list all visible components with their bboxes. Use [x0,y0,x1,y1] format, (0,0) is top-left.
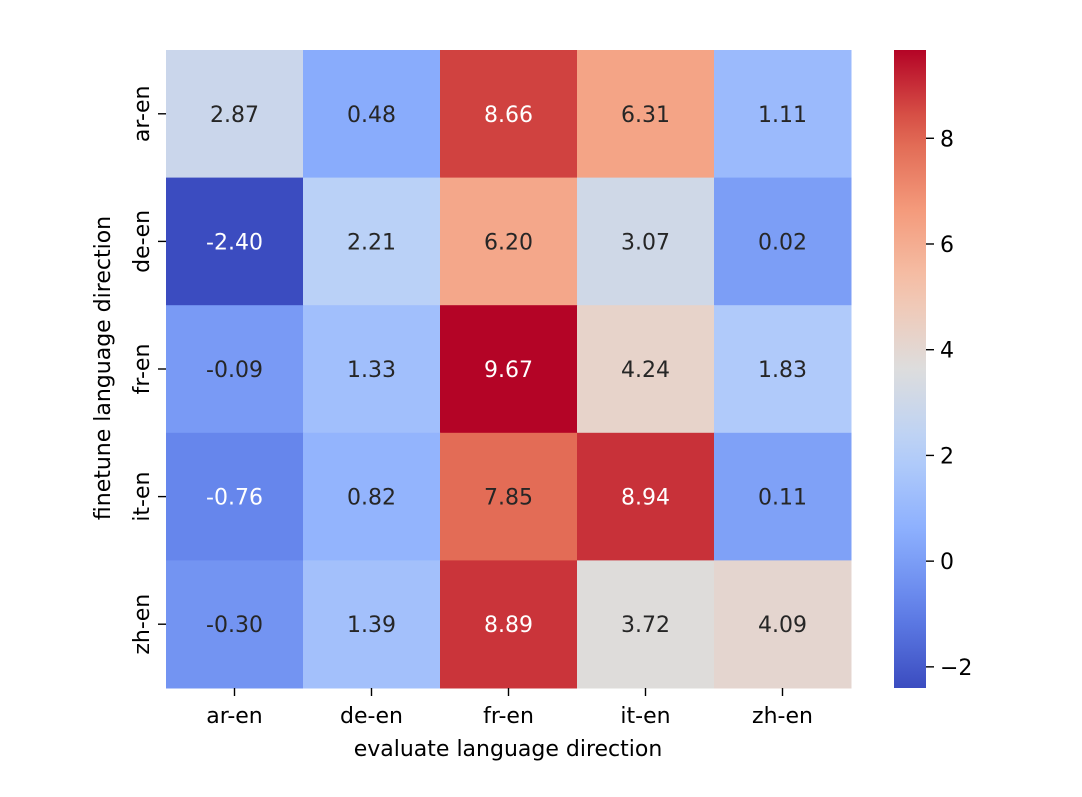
heatmap-cell [303,432,441,561]
y-tick-label: de-en [130,210,155,273]
cell-value-label: -0.09 [206,358,263,383]
y-axis-label: finetune language direction [91,216,116,520]
heatmap-cell [577,560,715,689]
cell-value-label: -2.40 [206,230,263,255]
cell-value-label: 8.94 [621,486,670,511]
heatmap-cell [440,560,578,689]
colorbar-tick-label: −2 [940,656,972,681]
cell-value-label: 0.82 [347,486,396,511]
colorbar-tick-label: 4 [940,339,954,364]
colorbar-tick-label: 2 [940,444,954,469]
heatmap-cell [714,432,852,561]
heatmap-cell [166,560,304,689]
heatmap-cell [577,177,715,306]
cell-value-label: 3.07 [621,230,670,255]
heatmap-cell [714,50,852,179]
x-tick-label: fr-en [483,704,534,729]
cell-value-label: 1.11 [758,103,807,128]
heatmap-cell [577,305,715,434]
colorbar-tick-label: 0 [940,550,954,575]
cell-value-label: 0.02 [758,230,807,255]
colorbar-tick-label: 8 [940,127,954,152]
colorbar: −2 0 2 4 6 8 [894,50,972,688]
heatmap-cell [714,560,852,689]
x-axis: ar-en de-en fr-en it-en zh-en [206,688,813,729]
heatmap-cell [714,177,852,306]
cell-value-label: 4.09 [758,613,807,638]
cell-value-label: 6.31 [621,103,670,128]
cell-value-label: 7.85 [484,486,533,511]
cell-value-label: 3.72 [621,613,670,638]
heatmap-cell [166,177,304,306]
y-tick-label: zh-en [130,594,155,655]
cell-value-label: 8.89 [484,613,533,638]
y-tick-label: it-en [130,472,155,522]
y-tick-label: ar-en [130,86,155,143]
x-tick-label: zh-en [752,704,813,729]
heatmap-cell [440,50,578,179]
heatmap-cell [577,432,715,561]
x-tick-label: de-en [340,704,403,729]
cell-value-label: 0.11 [758,486,807,511]
heatmap-cell [714,305,852,434]
heatmap-cell [440,177,578,306]
cell-value-label: 1.33 [347,358,396,383]
cell-value-label: 8.66 [484,103,533,128]
cell-value-label: -0.30 [206,613,263,638]
cell-value-label: 9.67 [484,358,533,383]
heatmap-cell [303,305,441,434]
heatmap-cell [303,560,441,689]
heatmap-cell [303,177,441,306]
cell-value-label: 6.20 [484,230,533,255]
colorbar-scale [894,50,926,688]
heatmap-cell [166,50,304,179]
cell-value-labels: 2.87 0.48 8.66 6.31 1.11 -2.40 2.21 6.20 3.07 0.0… [206,103,807,638]
colorbar-tick-label: 6 [940,233,954,258]
x-axis-label: evaluate language direction [354,737,663,762]
cell-value-label: 1.39 [347,613,396,638]
heatmap-cells [166,50,852,689]
y-tick-label: fr-en [130,344,155,395]
cell-value-label: 4.24 [621,358,670,383]
heatmap-cell [166,305,304,434]
heatmap-cell [166,432,304,561]
x-tick-label: ar-en [206,704,263,729]
heatmap-cell [577,50,715,179]
cell-value-label: 0.48 [347,103,396,128]
x-tick-label: it-en [620,704,670,729]
heatmap-cell [303,50,441,179]
cell-value-label: 1.83 [758,358,807,383]
cell-value-label: 2.87 [210,103,259,128]
cell-value-label: -0.76 [206,486,263,511]
heatmap-cell [440,305,578,434]
y-axis: ar-en de-en fr-en it-en zh-en [130,86,166,655]
cell-value-label: 2.21 [347,230,396,255]
heatmap-cell [440,432,578,561]
